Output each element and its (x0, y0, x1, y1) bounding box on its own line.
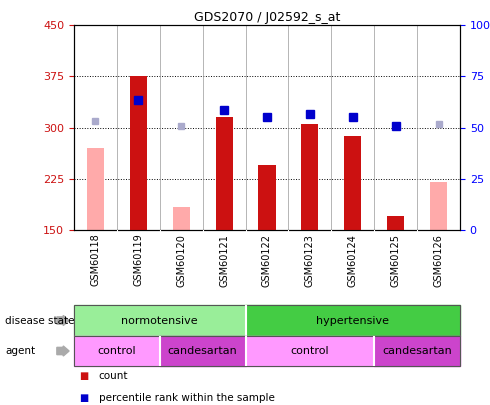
Text: normotensive: normotensive (122, 315, 198, 326)
Text: ■: ■ (79, 371, 88, 381)
Text: GSM60121: GSM60121 (219, 234, 229, 287)
Text: GSM60118: GSM60118 (91, 234, 100, 286)
Text: GSM60119: GSM60119 (133, 234, 144, 286)
Text: ■: ■ (79, 393, 88, 403)
Text: GSM60124: GSM60124 (348, 234, 358, 287)
Text: GSM60122: GSM60122 (262, 234, 272, 287)
Bar (130, 76, 147, 230)
Text: candesartan: candesartan (168, 346, 238, 356)
Bar (216, 117, 233, 230)
Text: control: control (291, 346, 329, 356)
Text: GSM60120: GSM60120 (176, 234, 186, 287)
Text: GSM60125: GSM60125 (391, 234, 401, 287)
Bar (258, 165, 275, 230)
Text: count: count (98, 371, 128, 381)
Bar (74, 336, 160, 366)
Bar (387, 216, 404, 230)
Bar (245, 305, 460, 336)
Bar (160, 336, 245, 366)
Bar (374, 336, 460, 366)
Text: candesartan: candesartan (382, 346, 452, 356)
Bar (245, 336, 374, 366)
Text: GSM60126: GSM60126 (434, 234, 443, 287)
Text: percentile rank within the sample: percentile rank within the sample (98, 393, 274, 403)
Bar (74, 305, 245, 336)
Bar (172, 207, 190, 230)
Text: control: control (98, 346, 136, 356)
Bar (430, 182, 447, 230)
Bar (344, 136, 361, 230)
Text: hypertensive: hypertensive (316, 315, 389, 326)
Bar (87, 148, 104, 230)
Text: disease state: disease state (5, 315, 74, 326)
Text: GSM60123: GSM60123 (305, 234, 315, 287)
Title: GDS2070 / J02592_s_at: GDS2070 / J02592_s_at (194, 11, 340, 24)
Text: agent: agent (5, 346, 35, 356)
Bar (301, 124, 319, 230)
